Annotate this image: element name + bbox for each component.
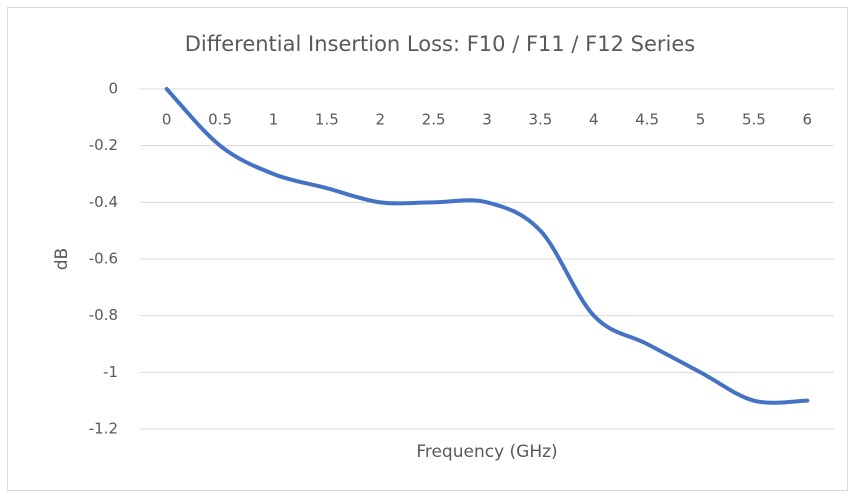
y-tick-label: -0.2 [89, 136, 118, 154]
y-tick-label: 0 [108, 80, 118, 98]
y-tick-label: -0.8 [89, 306, 118, 324]
x-tick-label: 5.5 [742, 111, 766, 129]
x-tick-label: 6 [803, 111, 813, 129]
x-tick-label: 2.5 [422, 111, 446, 129]
x-tick-label: 3.5 [528, 111, 552, 129]
x-tick-label: 0 [162, 111, 172, 129]
y-tick-label: -0.6 [89, 250, 118, 268]
x-tick-label: 2 [375, 111, 385, 129]
x-tick-label: 5 [696, 111, 706, 129]
x-tick-label: 1.5 [315, 111, 339, 129]
x-tick-label: 0.5 [208, 111, 232, 129]
x-tick-label: 1 [269, 111, 279, 129]
y-tick-label: -0.4 [89, 193, 118, 211]
x-tick-label: 4 [589, 111, 599, 129]
x-tick-label: 3 [482, 111, 492, 129]
y-tick-label: -1 [103, 363, 118, 381]
x-axis-title: Frequency (GHz) [416, 442, 557, 462]
chart-border [7, 7, 848, 491]
chart-title: Differential Insertion Loss: F10 / F11 /… [185, 32, 695, 56]
y-axis-title: dB [52, 248, 72, 270]
data-line [164, 87, 810, 405]
x-tick-label: 4.5 [635, 111, 659, 129]
y-tick-label: -1.2 [89, 420, 118, 438]
